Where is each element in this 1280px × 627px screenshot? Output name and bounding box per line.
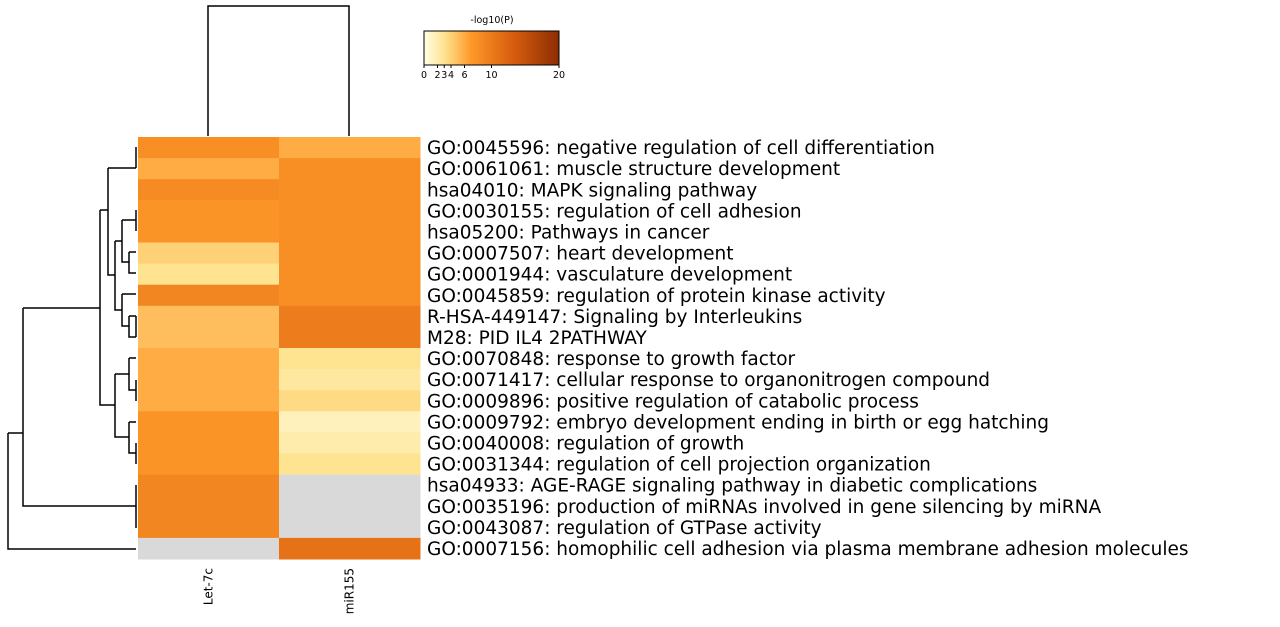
row-label: GO:0061061: muscle structure development — [427, 159, 840, 180]
colorbar-tick-label: 4 — [448, 70, 454, 81]
colorbar-tick-label: 6 — [461, 70, 467, 81]
row-label: GO:0007507: heart development — [427, 244, 734, 265]
heatmap-cell — [138, 390, 280, 412]
row-label: hsa04010: MAPK signaling pathway — [427, 180, 757, 201]
row-label: GO:0001944: vasculature development — [427, 265, 792, 286]
row-labels: GO:0045596: negative regulation of cell … — [427, 138, 1189, 560]
heatmap-cell — [279, 158, 421, 180]
row-label: GO:0045859: regulation of protein kinase… — [427, 286, 886, 307]
heatmap-cell — [138, 348, 280, 370]
colorbar-tick-label: 0 — [421, 70, 427, 81]
row-label: GO:0070848: response to growth factor — [427, 349, 796, 370]
colorbar-tick-label: 10 — [485, 70, 497, 81]
row-label: hsa05200: Pathways in cancer — [427, 222, 710, 243]
heatmap-cell — [138, 221, 280, 243]
row-dendrogram — [7, 147, 137, 550]
heatmap-cell — [138, 326, 280, 349]
heatmap-cell — [279, 369, 421, 391]
heatmap-cell — [279, 305, 421, 328]
row-label: GO:0031344: regulation of cell projectio… — [427, 455, 931, 476]
heatmap-cell — [279, 495, 421, 518]
heatmap-cell — [279, 326, 421, 349]
heatmap-cell — [138, 411, 280, 433]
colorbar-ticks: 0 2 3 4 6 10 20 — [421, 65, 565, 81]
heatmap-cell — [279, 242, 421, 265]
row-label: M28: PID IL4 2PATHWAY — [427, 328, 647, 349]
heatmap-cell — [279, 390, 421, 412]
heatmap-cell — [138, 369, 280, 391]
column-label: miR155 — [343, 568, 357, 614]
column-dendrogram — [207, 5, 350, 136]
row-label: GO:0045596: negative regulation of cell … — [427, 138, 935, 159]
heatmap-cell — [138, 474, 280, 497]
colorbar-tick-label: 3 — [441, 70, 447, 81]
heatmap-cell — [138, 179, 280, 201]
heatmap-cell — [138, 242, 280, 265]
row-label: GO:0071417: cellular response to organon… — [427, 370, 990, 391]
colorbar-tick-label: 20 — [553, 70, 565, 81]
heatmap-cell — [279, 348, 421, 370]
heatmap-cell — [279, 537, 421, 560]
colorbar-gradient — [423, 30, 560, 66]
heatmap-cell — [138, 200, 280, 222]
row-label: GO:0007156: homophilic cell adhesion via… — [427, 539, 1189, 560]
colorbar: -log10(P) 0 2 3 4 6 10 20 — [421, 15, 565, 81]
row-label: GO:0035196: production of miRNAs involve… — [427, 497, 1101, 518]
column-label: Let-7c — [202, 568, 216, 605]
heatmap-cell — [138, 453, 280, 476]
heatmap-cell — [279, 179, 421, 201]
heatmap-cell — [138, 158, 280, 180]
row-label: GO:0009896: positive regulation of catab… — [427, 391, 919, 412]
heatmap-cell — [138, 537, 280, 560]
row-label: GO:0030155: regulation of cell adhesion — [427, 201, 802, 222]
row-label: GO:0009792: embryo development ending in… — [427, 412, 1049, 433]
heatmap-cell — [138, 263, 280, 286]
heatmap-cell — [279, 474, 421, 497]
heatmap-cell — [138, 137, 280, 159]
heatmap-cell — [138, 495, 280, 518]
column-labels: Let-7c miR155 — [202, 568, 357, 614]
heatmap-cell — [279, 137, 421, 159]
row-label: hsa04933: AGE-RAGE signaling pathway in … — [427, 476, 1037, 497]
row-label: GO:0040008: regulation of growth — [427, 433, 744, 454]
heatmap-cell — [279, 432, 421, 454]
heatmap-cell — [138, 432, 280, 454]
colorbar-title: -log10(P) — [470, 15, 513, 26]
heatmap-cell — [279, 200, 421, 222]
row-label: R-HSA-449147: Signaling by Interleukins — [427, 307, 802, 328]
row-label: GO:0043087: regulation of GTPase activit… — [427, 518, 822, 539]
heatmap-cell — [279, 221, 421, 243]
heatmap-cells — [138, 137, 421, 560]
heatmap-cell — [279, 263, 421, 286]
heatmap-cell — [138, 284, 280, 307]
heatmap-cell — [279, 516, 421, 539]
heatmap-cell — [279, 453, 421, 476]
heatmap-cell — [138, 305, 280, 328]
heatmap-cell — [138, 516, 280, 539]
colorbar-tick-label: 2 — [434, 70, 440, 81]
heatmap-cell — [279, 411, 421, 433]
heatmap-cell — [279, 284, 421, 307]
